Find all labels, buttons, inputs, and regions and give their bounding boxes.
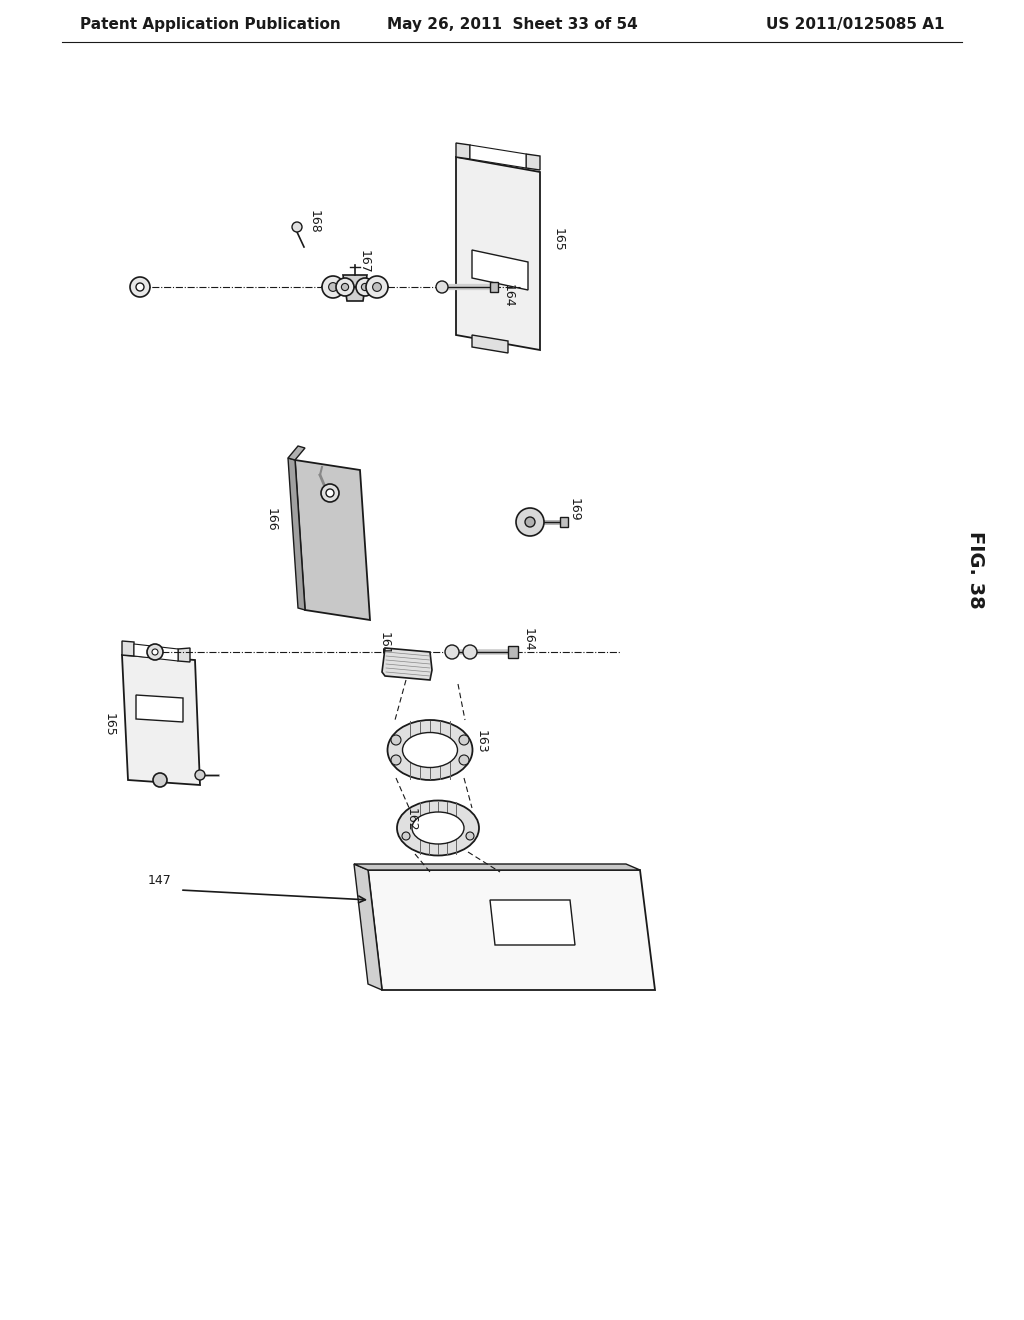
Circle shape xyxy=(152,649,158,655)
Polygon shape xyxy=(122,642,134,656)
Polygon shape xyxy=(456,157,540,350)
Polygon shape xyxy=(456,143,470,158)
Circle shape xyxy=(195,770,205,780)
Polygon shape xyxy=(368,870,655,990)
Text: FIG. 38: FIG. 38 xyxy=(966,531,984,609)
Circle shape xyxy=(147,644,163,660)
Text: Patent Application Publication: Patent Application Publication xyxy=(80,17,341,33)
Circle shape xyxy=(326,488,334,498)
Polygon shape xyxy=(343,275,367,301)
Polygon shape xyxy=(490,900,575,945)
Text: 166: 166 xyxy=(265,508,278,532)
Text: May 26, 2011  Sheet 33 of 54: May 26, 2011 Sheet 33 of 54 xyxy=(387,17,637,33)
Circle shape xyxy=(391,735,401,744)
Circle shape xyxy=(373,282,381,292)
Circle shape xyxy=(292,222,302,232)
Text: 164: 164 xyxy=(502,284,515,308)
Polygon shape xyxy=(134,644,178,661)
Text: 165: 165 xyxy=(552,228,565,252)
Circle shape xyxy=(366,276,388,298)
Text: 161: 161 xyxy=(378,632,391,656)
Polygon shape xyxy=(472,335,508,352)
Circle shape xyxy=(329,282,337,292)
Circle shape xyxy=(436,281,449,293)
Text: 162: 162 xyxy=(406,808,418,832)
Polygon shape xyxy=(490,282,498,292)
Circle shape xyxy=(136,282,144,290)
Text: US 2011/0125085 A1: US 2011/0125085 A1 xyxy=(766,17,944,33)
Polygon shape xyxy=(178,648,190,663)
Text: 167: 167 xyxy=(358,249,371,273)
Circle shape xyxy=(336,279,354,296)
Circle shape xyxy=(459,735,469,744)
Text: 164: 164 xyxy=(522,628,535,652)
Text: 163: 163 xyxy=(475,730,488,754)
Text: 169: 169 xyxy=(568,498,581,521)
Circle shape xyxy=(341,284,348,290)
Ellipse shape xyxy=(397,800,479,855)
Polygon shape xyxy=(354,865,382,990)
Polygon shape xyxy=(560,517,568,527)
Ellipse shape xyxy=(412,812,464,843)
Polygon shape xyxy=(288,458,305,610)
Polygon shape xyxy=(526,154,540,170)
Ellipse shape xyxy=(387,719,472,780)
Text: 168: 168 xyxy=(308,210,321,234)
Circle shape xyxy=(525,517,535,527)
Polygon shape xyxy=(295,459,370,620)
Circle shape xyxy=(402,832,410,840)
Circle shape xyxy=(445,645,459,659)
Circle shape xyxy=(516,508,544,536)
Circle shape xyxy=(153,774,167,787)
Polygon shape xyxy=(136,696,183,722)
Polygon shape xyxy=(472,249,528,290)
Circle shape xyxy=(466,832,474,840)
Polygon shape xyxy=(354,865,640,870)
Circle shape xyxy=(130,277,150,297)
Ellipse shape xyxy=(402,733,458,767)
Polygon shape xyxy=(382,648,432,680)
Polygon shape xyxy=(470,145,526,168)
Polygon shape xyxy=(288,446,305,459)
Circle shape xyxy=(321,484,339,502)
Text: 147: 147 xyxy=(148,874,172,887)
Circle shape xyxy=(322,276,344,298)
Circle shape xyxy=(361,284,369,290)
Circle shape xyxy=(459,755,469,766)
Text: 165: 165 xyxy=(103,713,116,737)
Circle shape xyxy=(356,279,374,296)
Polygon shape xyxy=(122,655,200,785)
Circle shape xyxy=(463,645,477,659)
Circle shape xyxy=(391,755,401,766)
Polygon shape xyxy=(508,645,518,657)
